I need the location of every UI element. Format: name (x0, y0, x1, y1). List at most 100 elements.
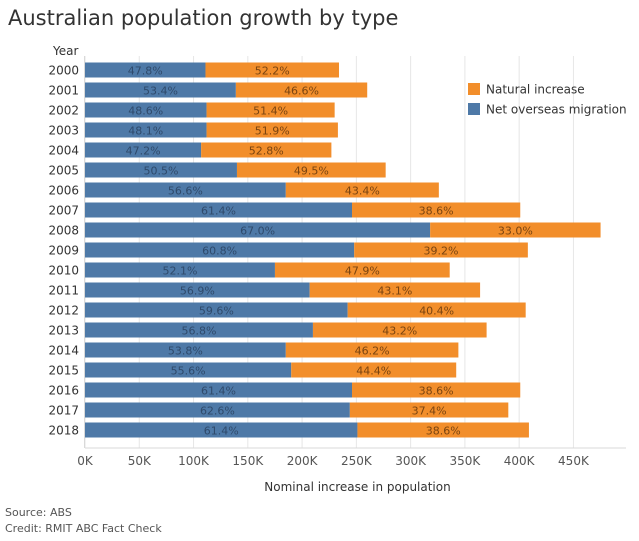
x-tick-label: 50K (128, 454, 152, 468)
x-tick-label: 350K (450, 454, 482, 468)
data-label-natural: 43.2% (382, 325, 417, 338)
bar-net-overseas-migration[interactable] (85, 302, 348, 318)
bar-net-overseas-migration[interactable] (85, 402, 350, 418)
bar-natural-increase[interactable] (291, 362, 457, 378)
legend-swatch (468, 83, 480, 95)
bar-natural-increase[interactable] (430, 222, 601, 238)
data-label-natural: 46.6% (284, 85, 319, 98)
bar-natural-increase[interactable] (201, 142, 332, 158)
year-label: 2000 (48, 64, 79, 78)
legend-label: Net overseas migration (486, 103, 627, 117)
bar-natural-increase[interactable] (309, 282, 481, 298)
data-label-migration: 56.6% (168, 185, 203, 198)
data-label-natural: 39.2% (424, 245, 459, 258)
data-label-migration: 52.1% (162, 265, 197, 278)
bar-net-overseas-migration[interactable] (85, 322, 313, 338)
bar-natural-increase[interactable] (347, 302, 526, 318)
year-label: 2018 (48, 424, 79, 438)
bar-natural-increase[interactable] (352, 382, 521, 398)
data-label-migration: 55.6% (171, 365, 206, 378)
data-label-natural: 44.4% (356, 365, 391, 378)
x-tick-label: 150K (232, 454, 264, 468)
data-label-natural: 38.6% (426, 425, 461, 438)
data-label-migration: 56.8% (181, 325, 216, 338)
bar-net-overseas-migration[interactable] (85, 382, 353, 398)
bar-net-overseas-migration[interactable] (85, 62, 206, 78)
year-label: 2017 (48, 404, 79, 418)
bar-natural-increase[interactable] (312, 322, 487, 338)
bar-natural-increase[interactable] (349, 402, 509, 418)
data-label-natural: 49.5% (294, 165, 329, 178)
data-label-migration: 67.0% (240, 225, 275, 238)
data-label-natural: 43.4% (345, 185, 380, 198)
year-label: 2004 (48, 144, 79, 158)
source-note: Source: ABS (5, 506, 72, 519)
bar-natural-increase[interactable] (354, 242, 528, 258)
year-label: 2010 (48, 264, 79, 278)
bar-net-overseas-migration[interactable] (85, 82, 236, 98)
x-tick-label: 400K (504, 454, 536, 468)
credit-note: Credit: RMIT ABC Fact Check (5, 522, 162, 535)
data-label-migration: 61.4% (204, 425, 239, 438)
bar-natural-increase[interactable] (206, 102, 335, 118)
bar-net-overseas-migration[interactable] (85, 102, 207, 118)
year-label: 2008 (48, 224, 79, 238)
data-label-migration: 56.9% (180, 285, 215, 298)
year-label: 2012 (48, 304, 79, 318)
bar-net-overseas-migration[interactable] (85, 262, 275, 278)
bar-net-overseas-migration[interactable] (85, 342, 286, 358)
data-label-migration: 62.6% (200, 405, 235, 418)
year-label: 2006 (48, 184, 79, 198)
data-label-natural: 46.2% (355, 345, 390, 358)
year-label: 2007 (48, 204, 79, 218)
data-label-migration: 60.8% (202, 245, 237, 258)
year-label: 2013 (48, 324, 79, 338)
bar-natural-increase[interactable] (352, 202, 521, 218)
bar-natural-increase[interactable] (285, 342, 459, 358)
data-label-natural: 47.9% (345, 265, 380, 278)
x-tick-label: 0K (77, 454, 94, 468)
year-label: 2001 (48, 84, 79, 98)
data-label-natural: 38.6% (419, 205, 454, 218)
bar-natural-increase[interactable] (274, 262, 450, 278)
year-label: 2011 (48, 284, 79, 298)
data-label-natural: 52.2% (255, 65, 290, 78)
data-label-migration: 48.1% (128, 125, 163, 138)
data-label-natural: 37.4% (412, 405, 447, 418)
data-label-migration: 59.6% (199, 305, 234, 318)
data-label-natural: 52.8% (249, 145, 284, 158)
data-label-natural: 43.1% (377, 285, 412, 298)
bar-natural-increase[interactable] (236, 162, 386, 178)
data-label-migration: 61.4% (201, 205, 236, 218)
bar-net-overseas-migration[interactable] (85, 222, 431, 238)
bar-net-overseas-migration[interactable] (85, 162, 237, 178)
bar-net-overseas-migration[interactable] (85, 422, 358, 438)
data-label-natural: 33.0% (498, 225, 533, 238)
bar-net-overseas-migration[interactable] (85, 242, 355, 258)
data-label-natural: 51.4% (253, 105, 288, 118)
bar-natural-increase[interactable] (357, 422, 529, 438)
bar-natural-increase[interactable] (205, 62, 339, 78)
bar-net-overseas-migration[interactable] (85, 202, 353, 218)
bar-net-overseas-migration[interactable] (85, 282, 310, 298)
bar-natural-increase[interactable] (235, 82, 368, 98)
year-label: 2015 (48, 364, 79, 378)
x-tick-label: 200K (287, 454, 319, 468)
year-label: 2005 (48, 164, 79, 178)
bar-natural-increase[interactable] (206, 122, 338, 138)
data-label-migration: 48.6% (128, 105, 163, 118)
x-tick-label: 450K (558, 454, 590, 468)
bar-net-overseas-migration[interactable] (85, 182, 286, 198)
data-label-migration: 53.8% (168, 345, 203, 358)
bar-net-overseas-migration[interactable] (85, 122, 207, 138)
year-label: 2016 (48, 384, 79, 398)
x-tick-label: 300K (395, 454, 427, 468)
data-label-natural: 38.6% (419, 385, 454, 398)
bar-net-overseas-migration[interactable] (85, 142, 202, 158)
year-label: 2003 (48, 124, 79, 138)
bar-net-overseas-migration[interactable] (85, 362, 292, 378)
x-tick-label: 250K (341, 454, 373, 468)
bar-natural-increase[interactable] (285, 182, 439, 198)
x-tick-label: 100K (178, 454, 210, 468)
data-label-natural: 51.9% (255, 125, 290, 138)
